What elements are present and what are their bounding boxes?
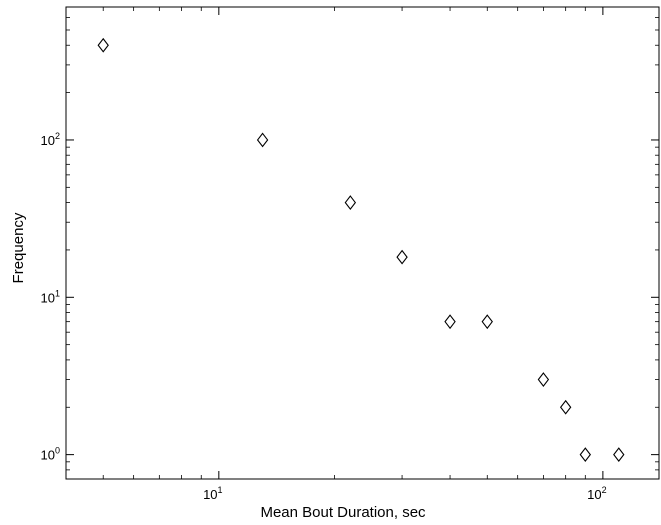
- data-point-marker: [444, 314, 456, 330]
- data-point-marker: [396, 249, 408, 265]
- y-tick-label: 100: [41, 446, 60, 463]
- data-point-marker: [256, 132, 269, 148]
- plot-area-frame: [65, 6, 660, 480]
- y-tick-label: 101: [41, 288, 60, 305]
- data-point-marker: [481, 314, 493, 330]
- data-point-marker: [537, 372, 550, 387]
- y-tick-label: 102: [41, 131, 60, 148]
- x-tick-label: 102: [587, 485, 606, 502]
- data-point-marker: [613, 447, 625, 463]
- x-tick-label: 101: [203, 485, 222, 502]
- y-tick-labels: 100 101 102: [41, 131, 60, 463]
- minor-ticks: [66, 7, 659, 480]
- data-point-marker: [97, 37, 109, 53]
- data-point-marker: [559, 399, 572, 415]
- data-markers: [97, 37, 625, 463]
- data-point-marker: [579, 447, 592, 463]
- x-axis-label: Mean Bout Duration, sec: [260, 504, 426, 521]
- major-ticks: [66, 7, 659, 479]
- x-tick-labels: 101 102: [203, 485, 607, 502]
- data-point-marker: [344, 195, 357, 210]
- y-axis-label: Frequency: [10, 212, 27, 283]
